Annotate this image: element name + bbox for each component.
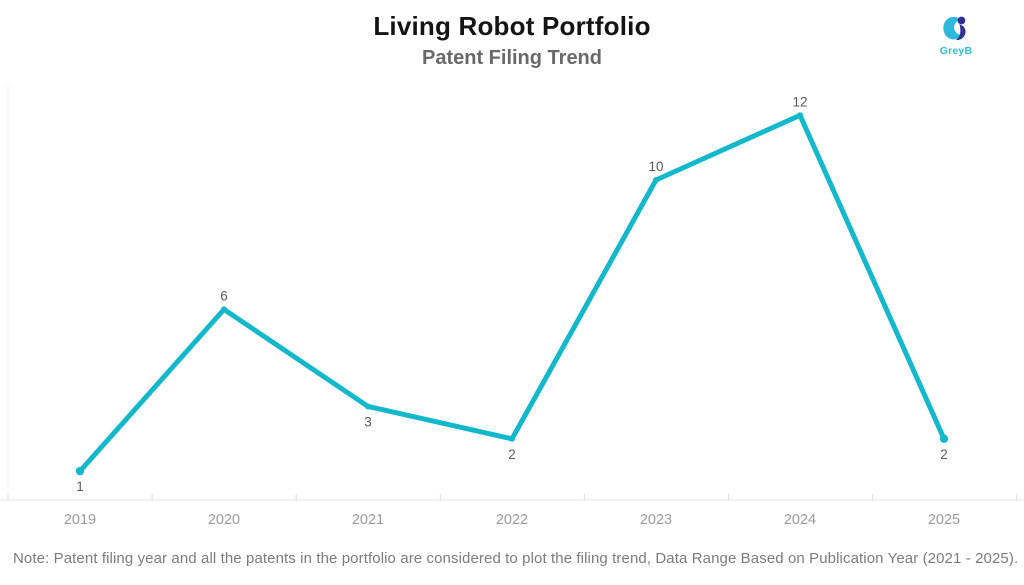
year-label: 2020 — [208, 512, 240, 528]
greyb-logo-text: GreyB — [939, 45, 973, 57]
data-point-marker — [797, 112, 803, 119]
value-label: 6 — [220, 288, 228, 303]
year-label: 2022 — [496, 512, 528, 528]
data-point-marker — [365, 403, 371, 410]
value-label: 1 — [76, 479, 84, 494]
year-label: 2019 — [64, 512, 96, 528]
data-point-marker — [653, 177, 659, 183]
page-title: Living Robot Portfolio — [373, 11, 651, 41]
data-point-marker — [75, 466, 85, 476]
value-label: 2 — [940, 447, 948, 462]
year-label: 2021 — [352, 512, 384, 528]
greyb-logo-icon — [943, 16, 966, 41]
logo-swoosh-shape — [955, 24, 966, 41]
data-point-marker — [509, 435, 515, 442]
logo-dot-shape — [957, 16, 966, 25]
value-label: 12 — [792, 94, 807, 109]
data-point-marker — [221, 306, 227, 313]
greyb-logo: GreyB — [933, 15, 979, 57]
logo-drop-shape — [943, 16, 961, 40]
year-label: 2025 — [928, 512, 960, 528]
year-label: 2024 — [784, 512, 816, 528]
year-label: 2023 — [640, 512, 672, 528]
chart-note: Note: Patent filing year and all the pat… — [13, 550, 1019, 567]
value-label: 2 — [508, 447, 516, 462]
trend-line — [77, 112, 947, 474]
value-label: 10 — [648, 159, 663, 174]
data-point-marker — [939, 434, 949, 443]
value-label: 3 — [364, 414, 372, 429]
page-subtitle: Patent Filing Trend — [421, 47, 602, 69]
